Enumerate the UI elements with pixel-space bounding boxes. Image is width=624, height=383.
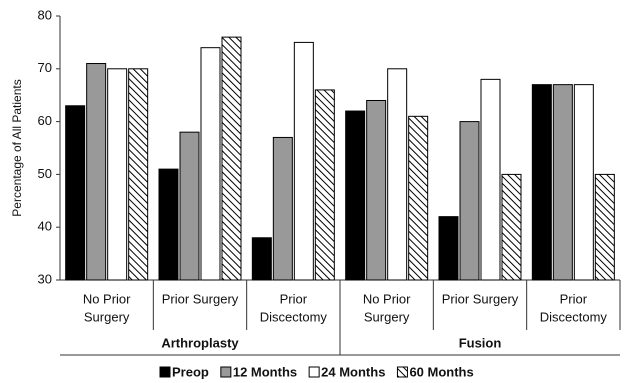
x-tick-label: Discectomy — [540, 309, 608, 324]
legend-swatch — [159, 366, 171, 378]
legend-swatch — [308, 366, 320, 378]
bar — [501, 173, 522, 281]
legend-label: 24 Months — [321, 364, 385, 379]
x-tick-label: Surgery — [84, 309, 130, 324]
y-tick-label: 50 — [38, 166, 52, 181]
bar — [531, 84, 552, 281]
x-tick-label: Surgery — [364, 309, 410, 324]
x-tick-label: No Prior — [363, 291, 411, 306]
bar — [293, 41, 314, 281]
bar — [179, 131, 200, 281]
y-axis-label: Percentage of All Patients — [10, 79, 24, 216]
legend-swatch — [220, 366, 232, 378]
y-tick-label: 70 — [38, 60, 52, 75]
group-label: Fusion — [459, 335, 502, 350]
bar — [459, 121, 480, 281]
x-tick-label: Prior — [560, 291, 588, 306]
bar — [221, 36, 242, 281]
group-label: Arthroplasty — [161, 335, 239, 350]
bar — [552, 84, 573, 281]
bar — [387, 68, 408, 281]
bar — [408, 115, 429, 281]
bar — [200, 47, 221, 281]
x-tick-label: Prior — [280, 291, 308, 306]
y-tick-label: 80 — [38, 7, 52, 22]
legend-label: 12 Months — [233, 364, 297, 379]
legend-swatch — [396, 366, 408, 378]
legend-label: 60 Months — [409, 364, 473, 379]
bar — [480, 78, 501, 281]
bar — [314, 89, 335, 281]
bar — [158, 168, 179, 281]
y-tick-label: 40 — [38, 219, 52, 234]
x-tick-label: Prior Surgery — [162, 291, 239, 306]
bar — [573, 84, 594, 281]
bar — [128, 68, 149, 281]
bar — [251, 237, 272, 281]
bar — [345, 110, 366, 281]
x-tick-label: Prior Surgery — [442, 291, 519, 306]
x-tick-label: No Prior — [83, 291, 131, 306]
x-tick-label: Discectomy — [260, 309, 328, 324]
legend-label: Preop — [172, 364, 209, 379]
bar — [438, 216, 459, 281]
bar — [594, 173, 615, 281]
bar — [366, 99, 387, 281]
bar — [86, 63, 107, 281]
y-tick-label: 60 — [38, 113, 52, 128]
y-tick-label: 30 — [38, 271, 52, 286]
bar — [65, 105, 86, 281]
bar — [107, 68, 128, 281]
bar — [272, 136, 293, 281]
